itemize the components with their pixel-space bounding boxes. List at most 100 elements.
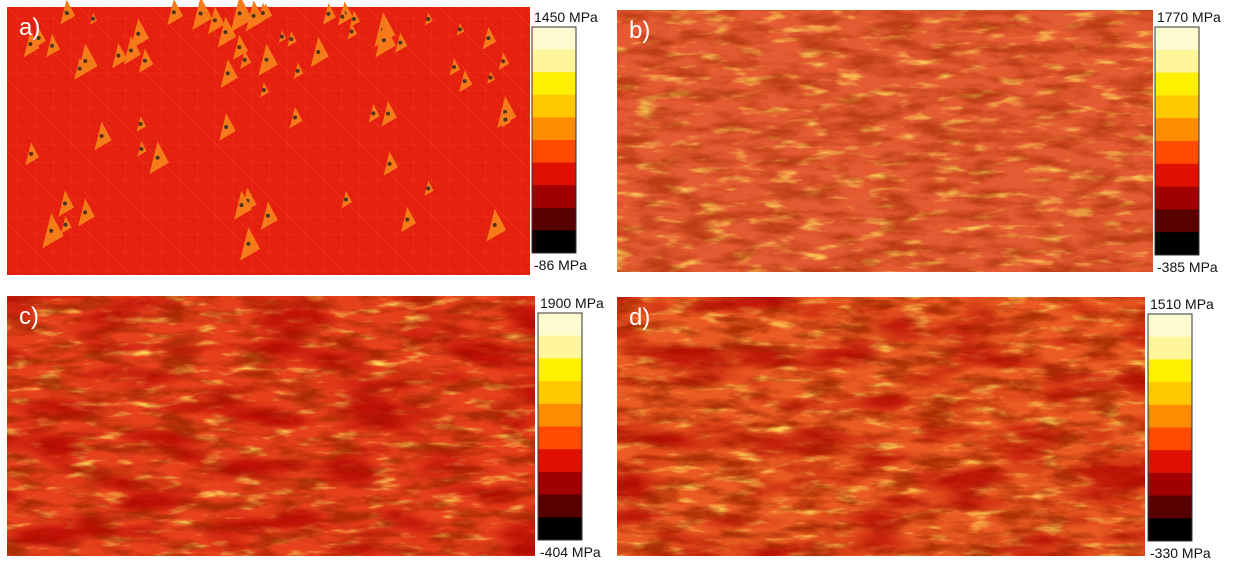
defect bbox=[343, 197, 348, 202]
defect bbox=[224, 124, 229, 129]
defect bbox=[242, 57, 247, 62]
defect bbox=[457, 27, 462, 32]
defect bbox=[142, 58, 147, 63]
texture-patch bbox=[617, 297, 1145, 556]
colorbar-swatch bbox=[538, 335, 582, 359]
panel-label: d) bbox=[629, 304, 650, 331]
panel-label: b) bbox=[629, 17, 650, 44]
colorbar-min: -330 MPa bbox=[1150, 545, 1211, 561]
colorbar-min: -404 MPa bbox=[540, 544, 601, 560]
defect bbox=[49, 43, 54, 48]
defect bbox=[65, 11, 70, 16]
colorbar-swatch bbox=[1148, 495, 1192, 519]
defect bbox=[503, 110, 508, 115]
texture-patch bbox=[7, 296, 535, 556]
colorbar-swatch bbox=[538, 517, 582, 541]
defect bbox=[293, 115, 298, 120]
defect bbox=[503, 117, 508, 122]
defect bbox=[62, 201, 67, 206]
element bbox=[192, 0, 213, 31]
colorbar-swatch bbox=[1155, 163, 1199, 188]
defect bbox=[223, 30, 228, 35]
defect bbox=[398, 40, 403, 45]
defect bbox=[139, 146, 144, 151]
defect bbox=[83, 210, 88, 215]
defect bbox=[340, 14, 345, 19]
defect bbox=[77, 66, 82, 71]
defect bbox=[405, 217, 410, 222]
colorbar-swatch bbox=[538, 358, 582, 382]
colorbar-swatch bbox=[1155, 186, 1199, 210]
panel: d) 1510 MPa -330 MPa bbox=[617, 296, 1214, 561]
colorbar-swatch bbox=[538, 494, 582, 518]
defect bbox=[387, 161, 392, 166]
colorbar-swatch bbox=[538, 381, 582, 405]
colorbar-swatch bbox=[1155, 141, 1199, 165]
defect bbox=[225, 71, 230, 76]
colorbar-swatch bbox=[1148, 472, 1192, 497]
defect bbox=[488, 75, 493, 80]
defect bbox=[36, 35, 41, 40]
defect bbox=[212, 18, 217, 23]
defect bbox=[462, 79, 467, 84]
colorbar-swatch bbox=[1155, 118, 1199, 142]
defect bbox=[316, 50, 321, 55]
colorbar-frame bbox=[531, 26, 577, 254]
panel: b) 1770 MPa -385 MPa bbox=[617, 9, 1221, 275]
defect bbox=[83, 58, 88, 63]
defect bbox=[426, 17, 431, 22]
colorbar-swatch bbox=[532, 94, 576, 118]
panel: c) 1900 MPa -404 MPa bbox=[7, 295, 604, 560]
colorbar-swatch bbox=[1148, 427, 1192, 451]
defect bbox=[239, 203, 244, 208]
colorbar-swatch bbox=[1155, 95, 1199, 119]
colorbar-swatch bbox=[538, 313, 582, 337]
panel-label: c) bbox=[19, 303, 39, 330]
colorbar-frame bbox=[537, 312, 583, 541]
colorbar-swatch bbox=[1148, 518, 1192, 542]
colorbar-swatch bbox=[532, 185, 576, 209]
colorbar-frame bbox=[1154, 26, 1200, 256]
colorbar-swatch bbox=[1148, 404, 1192, 428]
colorbar-swatch bbox=[538, 426, 582, 450]
defect bbox=[99, 133, 104, 138]
panel-label: a) bbox=[19, 14, 40, 41]
defect bbox=[91, 16, 96, 21]
colorbar-swatch bbox=[1148, 314, 1192, 338]
defect bbox=[128, 48, 133, 53]
colorbar-swatch bbox=[538, 449, 582, 473]
defect bbox=[351, 17, 356, 22]
defect bbox=[260, 11, 265, 16]
colorbar-max: 1900 MPa bbox=[540, 295, 604, 311]
defect bbox=[279, 34, 284, 39]
colorbar-swatch bbox=[1155, 72, 1199, 96]
defect bbox=[28, 42, 33, 47]
defect bbox=[492, 223, 497, 228]
defect bbox=[63, 222, 68, 227]
colorbar-swatch bbox=[532, 230, 576, 254]
defect bbox=[49, 228, 54, 233]
colorbar-swatch bbox=[532, 140, 576, 164]
texture-dark bbox=[617, 10, 1153, 272]
colorbar-swatch bbox=[532, 162, 576, 186]
defect bbox=[381, 38, 386, 43]
defect bbox=[264, 57, 269, 62]
defect bbox=[198, 11, 203, 16]
element bbox=[230, 0, 253, 32]
defect bbox=[171, 10, 176, 15]
colorbar-swatch bbox=[1148, 450, 1192, 474]
defect bbox=[265, 213, 270, 218]
defect bbox=[237, 11, 242, 16]
defect bbox=[371, 111, 376, 116]
defect bbox=[452, 64, 457, 69]
colorbar-min: -86 MPa bbox=[534, 257, 587, 273]
colorbar-swatch bbox=[538, 403, 582, 427]
defect bbox=[138, 121, 143, 126]
colorbar-swatch bbox=[1148, 359, 1192, 383]
defect bbox=[29, 151, 34, 156]
colorbar-swatch bbox=[532, 207, 576, 231]
defect bbox=[246, 241, 251, 246]
colorbar-swatch bbox=[1155, 209, 1199, 233]
